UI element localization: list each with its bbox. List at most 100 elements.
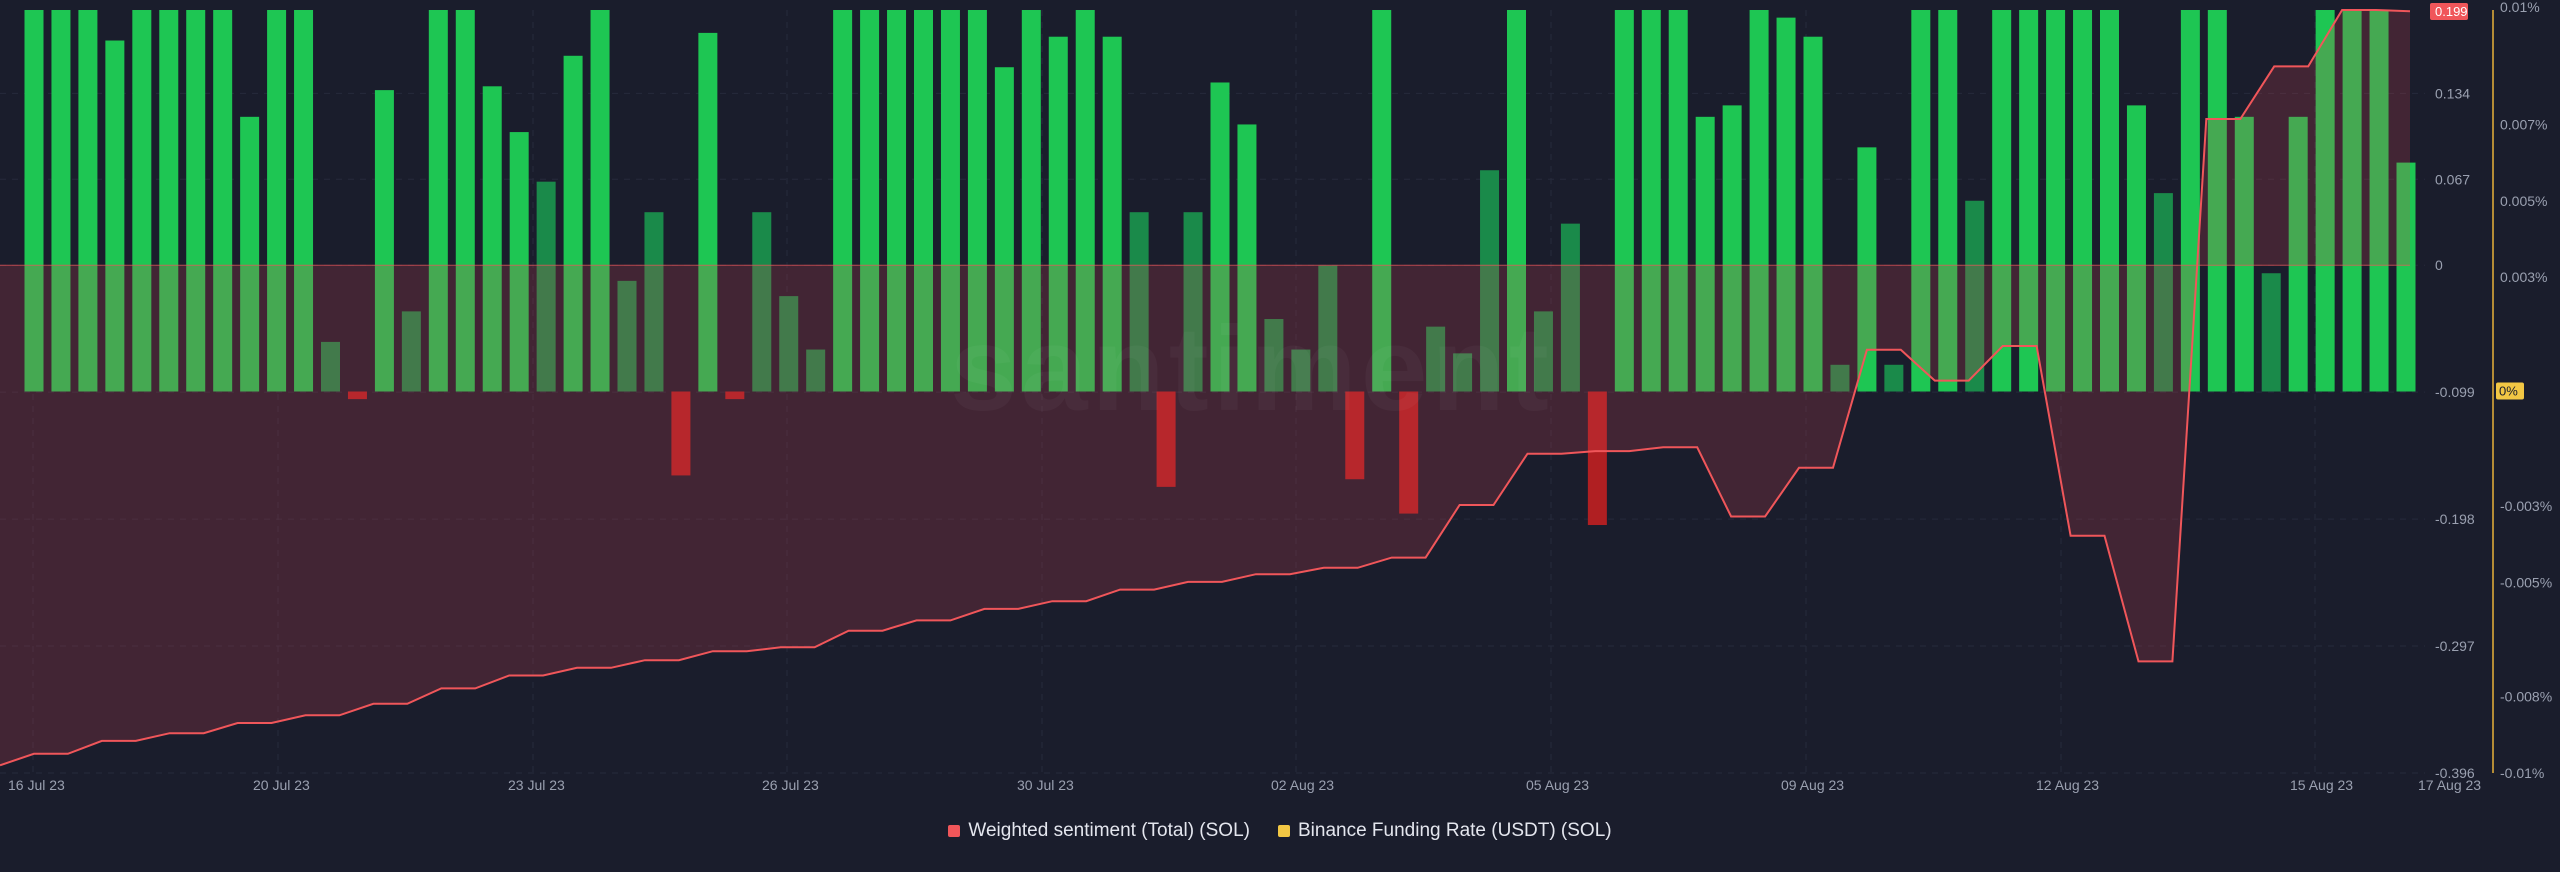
funding-bar (1345, 391, 1365, 480)
funding-bar (1426, 326, 1446, 392)
x-tick-label: 17 Aug 23 (2418, 777, 2481, 793)
funding-bar (1641, 10, 1661, 392)
funding-bar (1614, 10, 1634, 392)
funding-bar (294, 10, 314, 392)
funding-bar (1048, 36, 1068, 392)
funding-bar (1668, 10, 1688, 392)
funding-bar (1587, 391, 1607, 526)
funding-bar (860, 10, 880, 392)
funding-bar (1102, 36, 1122, 392)
funding-bar (1965, 200, 1985, 392)
funding-bar (455, 10, 475, 392)
left-axis-tick: -0.099 (2435, 384, 2475, 400)
funding-bar (240, 116, 260, 392)
funding-bar (428, 10, 448, 392)
funding-bar (1183, 212, 1203, 392)
x-tick-label: 16 Jul 23 (8, 777, 65, 793)
funding-bar (994, 67, 1014, 392)
sentiment-value-badge-text: 0.199 (2435, 4, 2468, 19)
funding-bar (1372, 10, 1392, 392)
funding-bar (671, 391, 691, 476)
funding-bar (51, 10, 71, 392)
funding-bar (1156, 391, 1176, 487)
funding-bar (967, 10, 987, 392)
funding-bar (186, 10, 206, 392)
funding-value-badge-text: 0% (2499, 384, 2518, 399)
funding-bar (563, 55, 583, 392)
legend-item-sentiment[interactable]: Weighted sentiment (Total) (SOL) (948, 820, 1250, 842)
funding-bar (132, 10, 152, 392)
funding-bar (1911, 10, 1931, 392)
x-tick-label: 15 Aug 23 (2290, 777, 2353, 793)
funding-bar (24, 10, 44, 392)
funding-bar (213, 10, 233, 392)
funding-bar (159, 10, 179, 392)
funding-bar (806, 349, 826, 392)
x-tick-label: 12 Aug 23 (2036, 777, 2099, 793)
funding-bar (779, 296, 799, 392)
funding-bar (401, 311, 421, 392)
funding-bar (1075, 10, 1095, 392)
right-axis-tick: 0.01% (2500, 0, 2540, 15)
funding-bar (752, 212, 772, 392)
right-axis-tick: -0.008% (2500, 689, 2552, 705)
funding-bar (2396, 162, 2416, 392)
funding-bar (2019, 10, 2039, 392)
funding-bar (1399, 391, 1419, 514)
x-tick-label: 05 Aug 23 (1526, 777, 1589, 793)
funding-bar (78, 10, 98, 392)
funding-bar (1291, 349, 1311, 392)
legend-item-funding[interactable]: Binance Funding Rate (USDT) (SOL) (1277, 820, 1612, 842)
funding-bar (1318, 265, 1338, 392)
funding-bar (833, 10, 853, 392)
left-axis-tick: -0.198 (2435, 511, 2475, 527)
left-axis-tick: -0.396 (2435, 765, 2475, 781)
funding-bar (1210, 82, 1230, 392)
sentiment-value-badge (2430, 3, 2468, 20)
funding-bar (617, 280, 637, 392)
funding-bar (2073, 10, 2093, 392)
funding-bar (725, 391, 745, 400)
funding-bar (1722, 105, 1742, 392)
funding-bar (267, 10, 287, 392)
funding-bar (1453, 353, 1473, 392)
x-tick-label: 26 Jul 23 (762, 777, 819, 793)
funding-bar (1830, 364, 1850, 392)
funding-bar (2315, 10, 2335, 392)
legend: Weighted sentiment (Total) (SOL) Binance… (0, 820, 2560, 842)
funding-bar (2342, 10, 2362, 392)
funding-bar (940, 10, 960, 392)
funding-bar (1749, 10, 1769, 392)
funding-bar (347, 391, 367, 400)
funding-bar (1264, 319, 1284, 392)
funding-bar (887, 10, 907, 392)
legend-label-sentiment: Weighted sentiment (Total) (SOL) (968, 820, 1250, 841)
funding-bar (1129, 212, 1149, 392)
sentiment-line (0, 9, 2411, 767)
funding-bar (1776, 17, 1796, 392)
right-axis-tick: 0.007% (2500, 116, 2547, 132)
funding-bar (2207, 10, 2227, 392)
funding-bar (1992, 10, 2012, 392)
funding-bar (2153, 193, 2173, 392)
funding-value-badge (2496, 382, 2524, 400)
right-axis-tick: -0.003% (2500, 498, 2552, 514)
legend-swatch-sentiment (948, 825, 961, 837)
funding-bar (590, 10, 610, 392)
funding-bar (2234, 116, 2254, 392)
left-axis-tick: 0 (2435, 257, 2443, 273)
right-axis-tick: -0.005% (2500, 574, 2552, 590)
funding-bar (536, 181, 556, 392)
x-tick-label: 23 Jul 23 (508, 777, 565, 793)
funding-bar (374, 90, 394, 392)
right-axis-tick: -0.01% (2500, 765, 2544, 781)
funding-bar (644, 212, 664, 392)
right-axis-tick: 0.005% (2500, 193, 2547, 209)
legend-label-funding: Binance Funding Rate (USDT) (SOL) (1297, 820, 1612, 841)
funding-bar (1938, 10, 1958, 392)
funding-bar (1021, 10, 1041, 392)
funding-bar (1884, 364, 1904, 392)
sentiment-area (0, 10, 2410, 766)
x-tick-label: 20 Jul 23 (253, 777, 310, 793)
